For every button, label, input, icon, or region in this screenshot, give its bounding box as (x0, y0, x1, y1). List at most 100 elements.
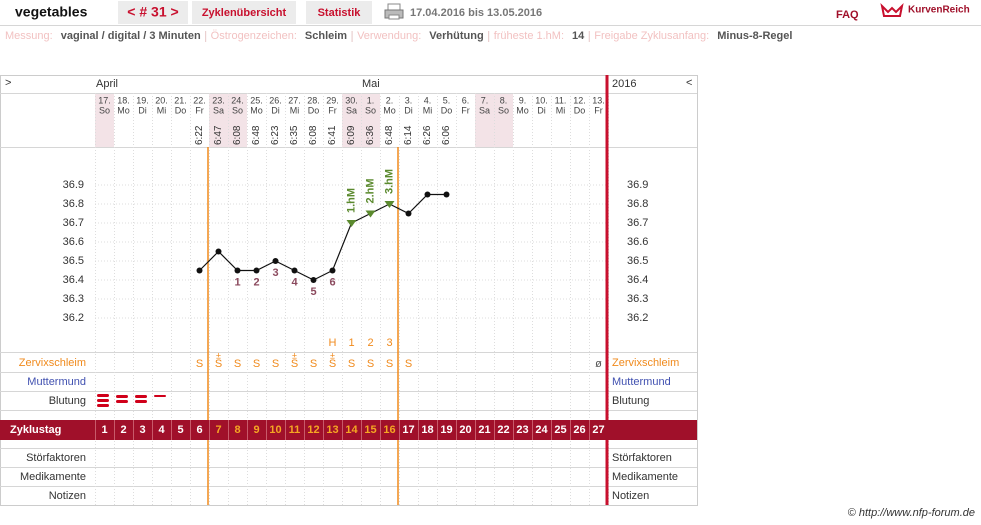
temperature-point (310, 277, 317, 283)
cycle-day: 13 (326, 424, 338, 436)
row-label: Muttermund (612, 376, 671, 388)
mucus: ø (595, 358, 602, 370)
day-weekday: So (498, 105, 509, 115)
tab-label[interactable]: Statistik (318, 7, 362, 19)
mucus: S (215, 358, 222, 370)
nav-prev[interactable]: > (5, 77, 11, 89)
cycle-day: 17 (402, 424, 414, 436)
mucus: S (405, 358, 412, 370)
low-label: 1 (234, 276, 240, 288)
mucus: S (329, 358, 336, 370)
weekend-shade (361, 93, 380, 147)
cycle-day: 6 (196, 424, 202, 436)
day-date: 2. (386, 95, 394, 105)
day-date: 5. (443, 95, 451, 105)
time: 6:26 (422, 125, 433, 145)
temperature-point (424, 191, 431, 198)
cycle-day: 14 (345, 424, 358, 436)
temperature-point (253, 267, 260, 274)
day-weekday: Mo (516, 105, 529, 115)
setting-label: früheste 1.hM: (494, 30, 564, 42)
time: 6:23 (270, 125, 281, 145)
day-weekday: So (365, 105, 376, 115)
weekend-shade (209, 93, 228, 147)
y-tick-label: 36.4 (627, 274, 648, 286)
day-weekday: Mo (383, 105, 396, 115)
day-date: 11. (555, 95, 567, 105)
y-tick-label: 36.6 (63, 236, 84, 248)
day-date: 30. (345, 95, 358, 105)
y-tick-label: 36.7 (627, 217, 648, 229)
tab-label[interactable]: Zyklenübersicht (202, 7, 287, 19)
tab[interactable] (192, 1, 296, 24)
day-date: 7. (481, 95, 489, 105)
cycle-day: 24 (535, 424, 548, 436)
high-label: 3.hM (383, 169, 395, 194)
setting-label: Messung: (5, 30, 53, 42)
tab[interactable] (306, 1, 372, 24)
brand[interactable]: KurvenReich (908, 5, 970, 16)
cycle-nav-box[interactable] (118, 1, 188, 24)
low-label: 6 (329, 276, 335, 288)
y-tick-label: 36.9 (627, 179, 648, 191)
setting-value: Verhütung (429, 30, 483, 42)
cycle-nav[interactable]: < # 31 > (127, 4, 178, 20)
cycle-day: 11 (289, 424, 301, 436)
y-tick-label: 36.6 (627, 236, 648, 248)
y-tick-label: 36.5 (63, 255, 84, 267)
mucus: S (386, 358, 393, 370)
mucus: S (367, 358, 374, 370)
day-date: 25. (250, 95, 263, 105)
row-label: Notizen (49, 490, 86, 502)
mucus-mark: ± (216, 350, 221, 360)
weekend-shade (342, 93, 361, 147)
peak-count: 2 (367, 337, 373, 349)
row-label: Zervixschleim (612, 357, 679, 369)
time: 6:48 (251, 125, 262, 145)
day-weekday: Fr (195, 105, 204, 115)
mucus: S (348, 358, 355, 370)
cycle-day: 16 (383, 424, 395, 436)
cycle-day: 10 (269, 424, 281, 436)
setting-value: Minus-8-Regel (717, 30, 792, 42)
cycle-day: 22 (497, 424, 509, 436)
mucus-mark: ± (292, 350, 297, 360)
mucus: S (291, 358, 298, 370)
y-tick-label: 36.3 (63, 293, 84, 305)
row-label: Zervixschleim (19, 357, 86, 369)
day-date: 27. (288, 95, 301, 105)
cycle-day: 20 (459, 424, 471, 436)
cycle-day: 21 (478, 424, 490, 436)
cycle-day: 4 (158, 424, 165, 436)
high-label: 2.hM (364, 178, 376, 203)
cycle-day: 8 (234, 424, 240, 436)
setting-value: Schleim (305, 30, 347, 42)
print-icon[interactable] (384, 3, 404, 20)
temperature-line (199, 193, 447, 281)
time: 6:47 (213, 125, 224, 145)
peak-count: H (329, 337, 337, 349)
cycle-day: 12 (307, 424, 319, 436)
day-weekday: Fr (594, 105, 603, 115)
day-date: 9. (519, 95, 527, 105)
time: 6:08 (232, 125, 243, 145)
cycle-day: 9 (253, 424, 259, 436)
cycle-day-bar (0, 420, 697, 440)
day-date: 1. (367, 95, 375, 105)
temperature-point (405, 210, 412, 217)
brand-icon (880, 2, 904, 17)
nav-next[interactable]: < (686, 77, 692, 89)
time: 6:48 (384, 125, 395, 145)
y-tick-label: 36.5 (627, 255, 648, 267)
faq-link[interactable]: FAQ (836, 9, 859, 21)
day-weekday: Sa (213, 105, 224, 115)
peak-count: 3 (386, 337, 392, 349)
day-weekday: So (232, 105, 243, 115)
day-weekday: Di (271, 105, 280, 115)
low-label: 4 (291, 276, 298, 288)
temperature-point (234, 267, 241, 274)
y-tick-label: 36.2 (63, 312, 84, 324)
row-label: Medikamente (612, 471, 678, 483)
time: 6:22 (194, 125, 205, 145)
row-label: Störfaktoren (612, 452, 672, 464)
